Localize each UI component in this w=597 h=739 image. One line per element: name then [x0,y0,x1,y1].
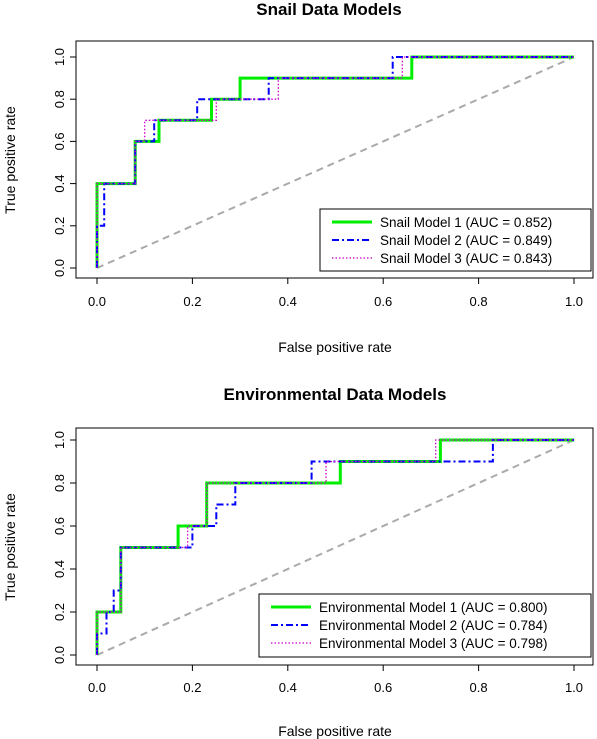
y-tick-label: 1.0 [52,431,67,449]
x-tick-label: 0.8 [470,680,488,695]
x-tick-label: 0.0 [88,294,106,309]
axis-ticks: 0.0 0.2 0.4 0.6 0.8 1.0 0.0 0.2 0.4 0.6 0.8 1.0 [52,48,583,309]
environmental-roc-panel: Environmental Data Models False positive… [2,385,594,739]
y-axis-label: True positive rate [2,493,18,601]
x-tick-label: 0.6 [374,680,392,695]
legend-label-3: Snail Model 3 (AUC = 0.843) [380,251,552,266]
legend-label-2: Snail Model 2 (AUC = 0.849) [380,233,552,248]
x-tick-label: 0.6 [374,294,392,309]
series-line-2 [96,439,574,655]
roc-curves [95,438,574,655]
legend-label-1: Environmental Model 1 (AUC = 0.800) [319,600,548,615]
chart-title: Environmental Data Models [224,385,447,404]
y-tick-label: 0.4 [52,560,67,578]
y-tick-label: 1.0 [52,48,67,66]
legend-label-2: Environmental Model 2 (AUC = 0.784) [319,618,548,633]
y-tick-label: 0.2 [52,217,67,235]
axis-ticks: 0.0 0.2 0.4 0.6 0.8 1.0 0.0 0.2 0.4 0.6 0.8 1.0 [52,431,583,695]
snail-roc-panel: Snail Data Models False positive rate Tr… [2,0,594,355]
plot-frame [75,40,594,279]
x-tick-label: 0.2 [183,294,201,309]
y-tick-label: 0.6 [52,517,67,535]
x-tick-label: 1.0 [565,294,583,309]
x-tick-label: 0.4 [279,680,297,695]
y-tick-label: 0.6 [52,132,67,150]
reference-line [96,439,575,656]
chart-title: Snail Data Models [256,0,401,19]
legend-label-3: Environmental Model 3 (AUC = 0.798) [319,636,548,651]
y-tick-label: 0.2 [52,603,67,621]
roc-curves [95,55,574,268]
x-tick-label: 1.0 [565,680,583,695]
legend-box [258,593,592,658]
series-line-3 [96,56,574,268]
y-tick-label: 0.8 [52,474,67,492]
legend: Snail Model 1 (AUC = 0.852) Snail Model 2… [319,208,592,272]
reference-line [96,56,575,269]
x-tick-label: 0.4 [279,294,297,309]
x-axis-label: False positive rate [278,723,392,739]
y-axis-label: True positive rate [2,106,18,214]
y-tick-label: 0.8 [52,90,67,108]
x-tick-label: 0.0 [88,680,106,695]
legend-label-1: Snail Model 1 (AUC = 0.852) [380,215,552,230]
y-tick-label: 0.4 [52,175,67,193]
x-tick-label: 0.2 [183,680,201,695]
legend: Environmental Model 1 (AUC = 0.800) Envir… [258,593,592,658]
x-axis-label: False positive rate [278,339,392,355]
reference-diagonal [96,56,575,269]
y-tick-label: 0.0 [52,259,67,277]
series-line-2 [96,56,574,268]
plot-frame [75,427,594,666]
y-tick-label: 0.0 [52,646,67,664]
series-line-3 [96,439,574,655]
x-tick-label: 0.8 [470,294,488,309]
reference-diagonal [96,439,575,656]
